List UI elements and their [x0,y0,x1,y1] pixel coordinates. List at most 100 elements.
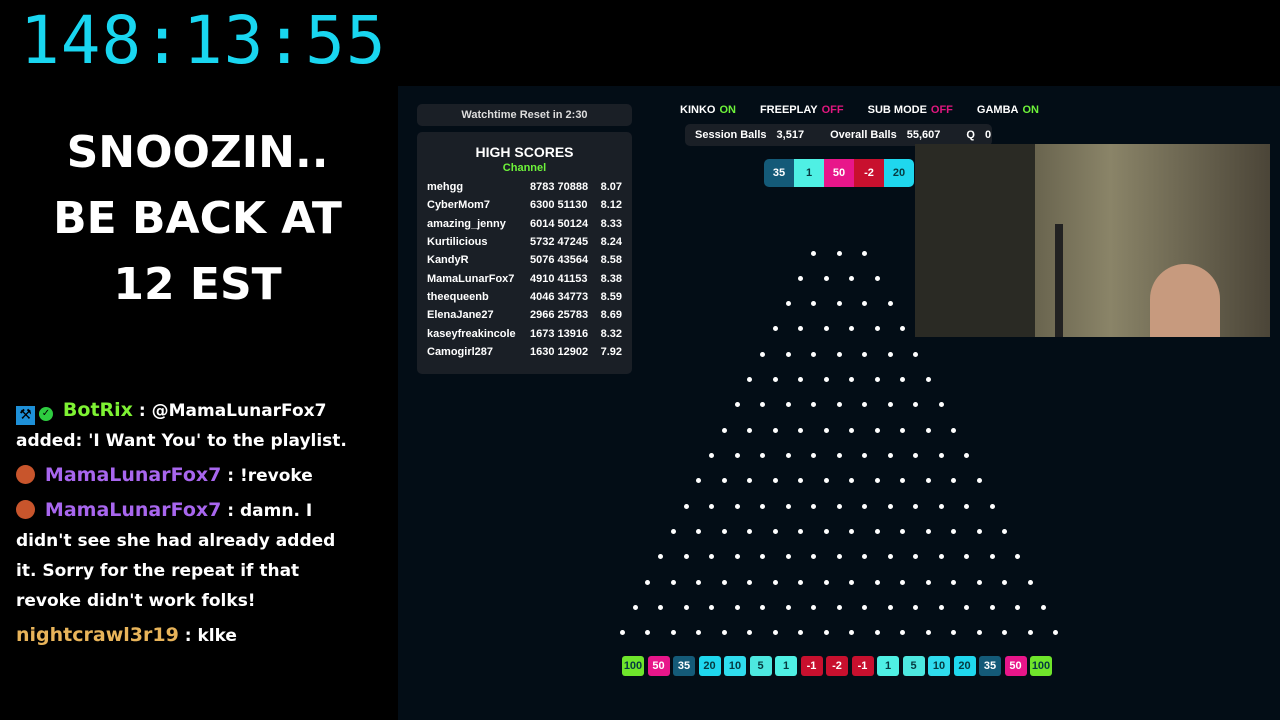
score-slot: 1 [775,656,797,676]
peg [900,478,906,484]
chat-panel: ⚒ ✓ BotRix : @MamaLunarFox7 added: 'I Wan… [16,395,356,655]
peg [849,579,855,585]
score-slot: 50 [824,159,854,187]
peg [887,402,893,408]
music-video-player [915,144,1270,337]
peg [925,630,931,636]
peg [785,503,791,509]
peg [645,579,651,585]
avatar-icon [16,500,35,519]
peg [989,554,995,560]
mode-flag: KINKO ON [680,104,736,116]
chat-username[interactable]: MamaLunarFox7 [44,499,222,521]
peg [734,402,740,408]
peg [823,326,829,332]
player-average: 8.12 [600,199,622,212]
peg [836,453,842,459]
peg [887,554,893,560]
score-slot: 10 [724,656,746,676]
peg [1053,630,1059,636]
mode-flags: KINKO ON FREEPLAY OFF SUB MODE OFF GAMBA ON [680,104,1039,116]
peg [734,554,740,560]
flag-state: ON [1022,104,1039,116]
status-line: BE BACK AT [53,193,342,244]
peg [709,554,714,560]
peg [760,453,765,459]
peg [976,529,982,535]
peg [823,529,829,535]
peg [683,605,689,611]
peg [798,630,804,636]
peg [798,478,804,484]
peg [862,453,867,459]
peg [1040,605,1046,611]
peg [798,377,804,383]
chat-username[interactable]: MamaLunarFox7 [44,464,222,486]
player-name: CyberMom7 [427,199,490,212]
chat-text: : damn. I didn't see she had already add… [16,501,336,611]
player-name: ElenaJane27 [427,309,494,322]
peg [913,402,918,408]
player-name: mehgg [427,181,464,194]
peg [670,529,676,535]
score-slot: -1 [851,656,874,676]
chat-username[interactable]: BotRix [62,399,133,421]
peg [849,529,855,535]
player-average: 8.58 [600,254,622,267]
peg [747,427,753,433]
score-slot: 10 [928,656,950,676]
peg [747,630,753,636]
peg [913,605,918,611]
peg [964,453,969,459]
peg [874,529,880,535]
chat-message: nightcrawl3r19 : klke [16,620,356,651]
high-score-row: MamaLunarFox7 4910 41153 8.38 [427,269,622,287]
status-line: 12 EST [113,259,282,310]
peg [772,529,778,535]
peg [938,554,944,560]
peg [696,579,702,585]
peg [862,402,867,408]
player-score: 5732 47245 [530,236,589,249]
high-score-row: kaseyfreakincole 1673 13916 8.32 [427,324,622,342]
player-name: Kurtilicious [427,236,488,249]
peg [862,503,867,509]
verified-icon: ✓ [39,407,53,421]
peg [772,579,778,585]
peg [849,478,855,484]
session-balls-value: 3,517 [776,129,805,141]
peg [670,630,676,636]
player-score: 6300 51130 [530,199,588,212]
player-score: 1630 12902 [530,345,589,358]
peg [811,301,816,307]
high-score-row: Kurtilicious 5732 47245 8.24 [427,233,622,251]
peg [785,554,791,560]
peg [1002,529,1008,535]
peg [913,453,918,459]
peg [747,529,753,535]
peg [734,503,740,509]
peg [862,554,867,560]
peg [798,275,804,281]
mod-hammer-icon: ⚒ [16,406,35,425]
peg [760,605,765,611]
peg [913,554,918,560]
video-figure-left [915,144,1035,337]
peg [747,478,753,484]
peg [874,377,880,383]
peg [1027,630,1033,636]
peg [721,478,727,484]
chat-text: : klke [184,626,237,646]
peg [785,301,791,307]
high-score-row: KandyR 5076 43564 8.58 [427,251,622,269]
chat-username[interactable]: nightcrawl3r19 [16,624,179,646]
score-slot: 5 [902,656,925,676]
peg [887,453,893,459]
peg [683,503,689,509]
player-average: 8.59 [600,290,622,303]
peg [798,427,804,433]
peg [836,605,842,611]
peg [938,605,944,611]
peg [811,605,816,611]
flag-label: GAMBA [976,104,1019,116]
